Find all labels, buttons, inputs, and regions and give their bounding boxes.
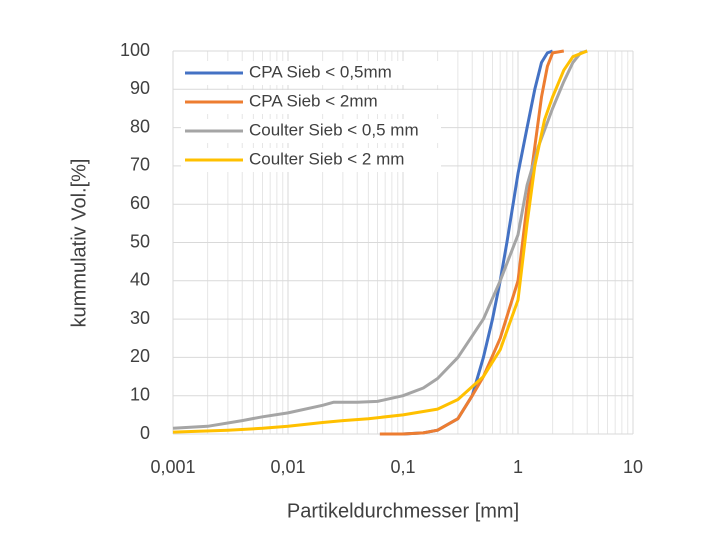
y-tick-label: 50 [130, 231, 150, 251]
y-tick-label: 20 [130, 346, 150, 366]
y-tick-label: 100 [120, 40, 150, 60]
data-line [172, 49, 588, 430]
data-line [172, 49, 588, 434]
legend-label: CPA Sieb < 2mm [249, 91, 378, 110]
x-axis-title: Partikeldurchmesser [mm] [287, 500, 519, 522]
legend-label: Coulter Sieb < 2 mm [249, 149, 404, 168]
x-tick-label: 10 [623, 457, 643, 477]
y-tick-label: 30 [130, 308, 150, 328]
y-tick-label: 70 [130, 155, 150, 175]
data-line [379, 49, 565, 436]
x-tick-label: 1 [513, 457, 523, 477]
y-tick-label: 40 [130, 270, 150, 290]
y-tick-label: 80 [130, 116, 150, 136]
y-tick-label: 60 [130, 193, 150, 213]
legend-label: Coulter Sieb < 0,5 mm [249, 120, 419, 139]
y-tick-label: 90 [130, 78, 150, 98]
x-tick-label: 0,1 [390, 457, 415, 477]
y-tick-label: 0 [140, 423, 150, 443]
x-tick-label: 0,01 [270, 457, 305, 477]
y-axis-title: kummulativ Vol.[%] [68, 159, 90, 328]
y-tick-label: 10 [130, 384, 150, 404]
legend-label: CPA Sieb < 0,5mm [249, 62, 392, 81]
x-tick-label: 0,001 [150, 457, 195, 477]
